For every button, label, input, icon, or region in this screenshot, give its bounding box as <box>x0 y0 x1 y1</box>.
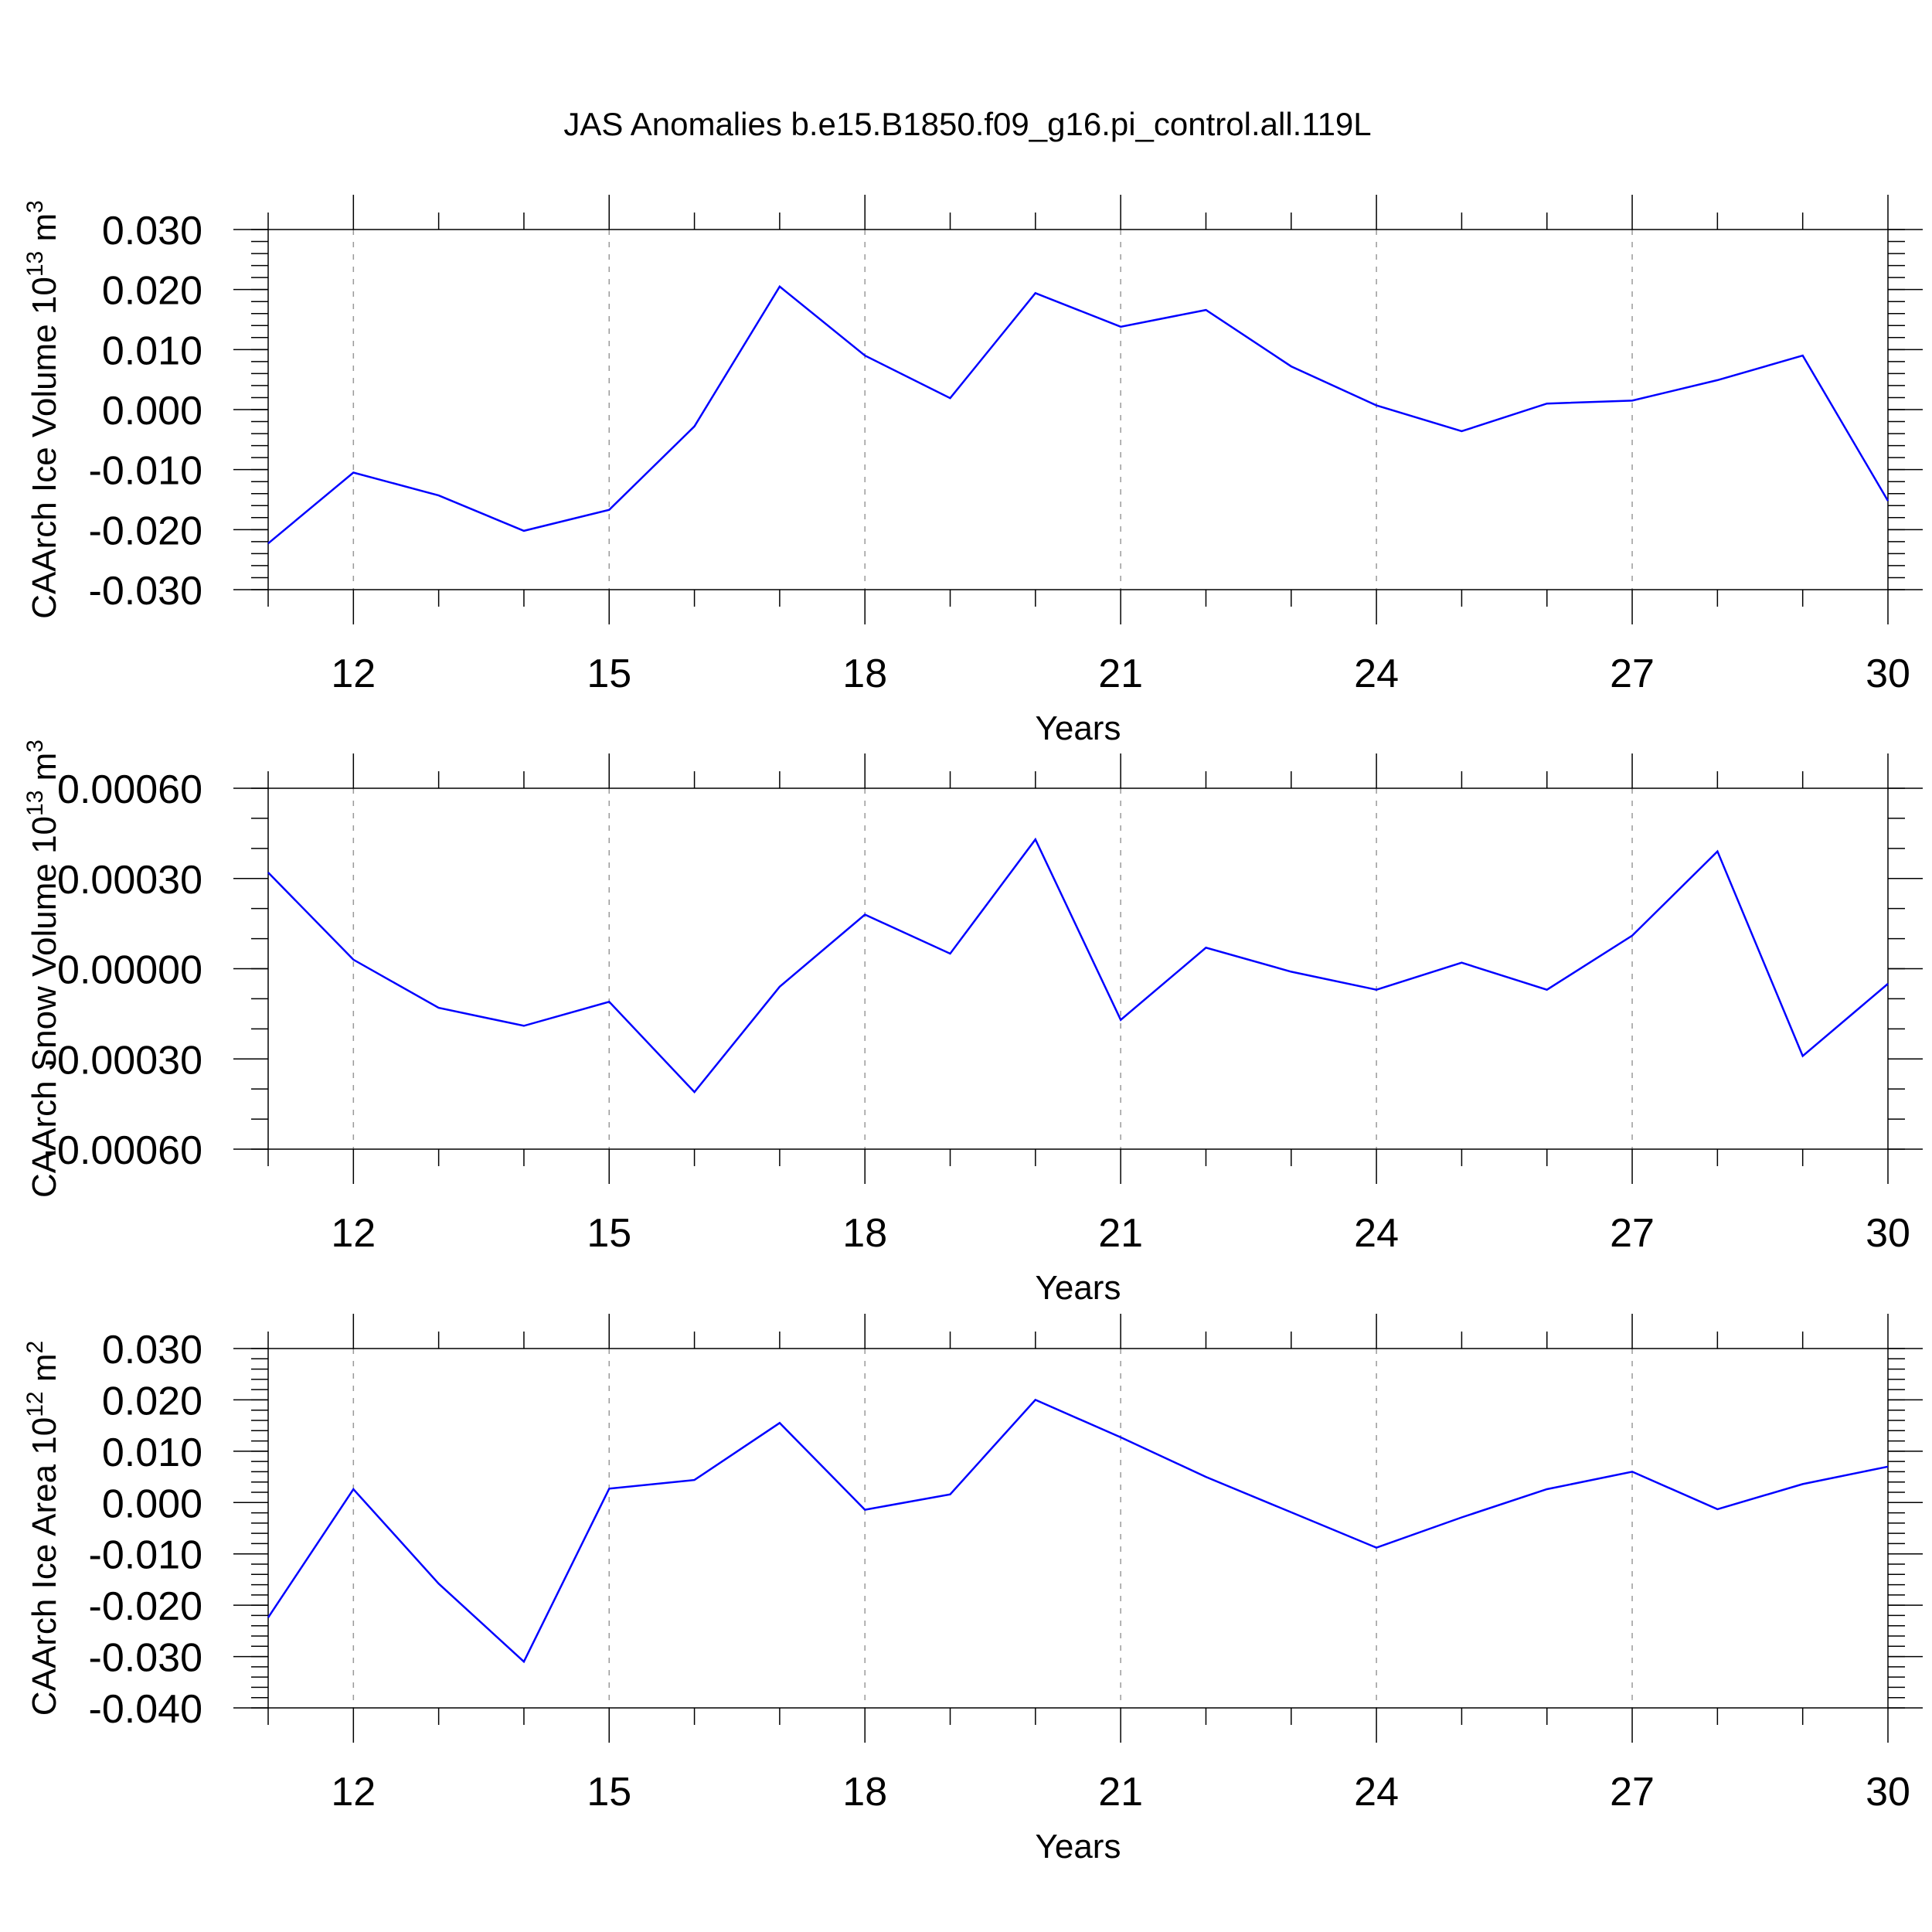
y-tick-label: 0.00060 <box>57 767 202 812</box>
x-tick-label: 24 <box>1354 1211 1399 1256</box>
x-tick-label: 18 <box>842 651 887 696</box>
y-tick-label: -0.010 <box>89 1533 202 1578</box>
y-tick-label: -0.030 <box>89 569 202 614</box>
x-axis-title: Years <box>1036 709 1121 747</box>
y-tick-label: 0.000 <box>102 1481 202 1526</box>
chart-title: JAS Anomalies b.e15.B1850.f09_g16.pi_con… <box>563 106 1371 142</box>
y-axis-title: CAArch Snow Volume 1013 m3 <box>22 740 63 1198</box>
x-tick-label: 24 <box>1354 1770 1399 1815</box>
y-axis-title-unit: m <box>26 753 63 791</box>
x-tick-label: 30 <box>1866 651 1910 696</box>
y-axis-title-exponent: 12 <box>22 1391 48 1417</box>
x-tick-label: 18 <box>842 1211 887 1256</box>
x-tick-label: 12 <box>331 651 376 696</box>
x-tick-label: 15 <box>587 651 631 696</box>
series-line-ice-area <box>267 1398 1889 1664</box>
y-axis-title: CAArch Ice Area 1012 m2 <box>22 1341 63 1716</box>
x-tick-label: 30 <box>1866 1770 1910 1815</box>
y-tick-label: -0.040 <box>89 1687 202 1732</box>
y-axis-title-unit-exponent: 2 <box>22 1341 48 1354</box>
y-tick-label: 0.00000 <box>57 948 202 993</box>
y-axis-title-unit-exponent: 3 <box>22 740 48 753</box>
x-tick-label: 12 <box>331 1211 376 1256</box>
x-tick-label: 27 <box>1610 651 1655 696</box>
x-tick-label: 15 <box>587 1770 631 1815</box>
y-tick-label: 0.020 <box>102 269 202 314</box>
x-tick-label: 27 <box>1610 1211 1655 1256</box>
plot-frame <box>267 229 1889 590</box>
y-tick-label: 0.030 <box>102 209 202 253</box>
y-tick-label: -0.010 <box>89 449 202 494</box>
plot-frame <box>267 1348 1889 1709</box>
y-axis-title-exponent: 13 <box>22 791 48 816</box>
y-tick-label: -0.00030 <box>44 1038 202 1083</box>
x-tick-label: 21 <box>1098 651 1143 696</box>
panel-ice-volume: -0.030 -0.020 -0.010 0.000 0.010 0.020 0.030 12… <box>22 195 1923 747</box>
panel-ice-area: -0.040 -0.030 -0.020 -0.010 0.000 0.010 0.020 0… <box>22 1314 1923 1866</box>
y-tick-label: -0.00060 <box>44 1128 202 1173</box>
x-tick-label: 21 <box>1098 1211 1143 1256</box>
y-tick-label: -0.030 <box>89 1636 202 1681</box>
x-tick-label: 27 <box>1610 1770 1655 1815</box>
y-tick-label: 0.00030 <box>57 858 202 903</box>
y-tick-label: 0.030 <box>102 1328 202 1372</box>
y-tick-label: -0.020 <box>89 509 202 553</box>
x-tick-label: 30 <box>1866 1211 1910 1256</box>
panel-snow-volume: -0.00060 -0.00030 0.00000 0.00030 0.00060 12 1… <box>22 740 1923 1307</box>
y-axis-title-text: CAArch Ice Volume 10 <box>26 277 63 619</box>
y-axis-title: CAArch Ice Volume 1013 m3 <box>22 200 63 619</box>
x-tick-label: 15 <box>587 1211 631 1256</box>
panels: -0.030 -0.020 -0.010 0.000 0.010 0.020 0.030 12… <box>22 195 1923 1866</box>
plot-frame <box>267 787 1889 1150</box>
series-line-snow-volume <box>267 837 1889 1094</box>
y-tick-label: 0.020 <box>102 1379 202 1423</box>
x-tick-label: 21 <box>1098 1770 1143 1815</box>
y-axis-title-text: CAArch Snow Volume 10 <box>26 816 63 1198</box>
y-axis-title-unit: m <box>26 213 63 251</box>
y-tick-label: -0.020 <box>89 1584 202 1629</box>
y-axis-title-unit-exponent: 3 <box>22 200 48 213</box>
y-axis-title-exponent: 13 <box>22 251 48 277</box>
y-tick-label: 0.010 <box>102 1430 202 1475</box>
x-tick-label: 24 <box>1354 651 1399 696</box>
x-tick-label: 18 <box>842 1770 887 1815</box>
x-tick-label: 12 <box>331 1770 376 1815</box>
y-axis-title-unit: m <box>26 1354 63 1392</box>
y-tick-label: 0.010 <box>102 328 202 373</box>
series-line-ice-volume <box>267 284 1889 545</box>
y-tick-label: 0.000 <box>102 389 202 434</box>
x-axis-title: Years <box>1036 1269 1121 1307</box>
x-axis-title: Years <box>1036 1828 1121 1866</box>
y-axis-title-text: CAArch Ice Area 10 <box>26 1417 63 1716</box>
